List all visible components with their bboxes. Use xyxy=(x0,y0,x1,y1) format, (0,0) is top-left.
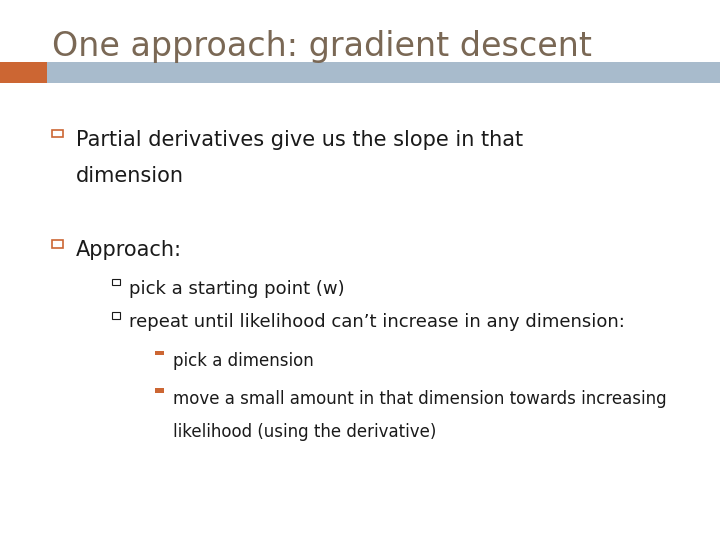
Text: pick a dimension: pick a dimension xyxy=(173,352,313,370)
Text: One approach: gradient descent: One approach: gradient descent xyxy=(52,30,592,63)
Bar xyxy=(52,130,63,137)
Text: likelihood (using the derivative): likelihood (using the derivative) xyxy=(173,423,436,441)
Text: move a small amount in that dimension towards increasing: move a small amount in that dimension to… xyxy=(173,390,667,408)
Bar xyxy=(47,62,720,83)
Text: Approach:: Approach: xyxy=(76,240,182,260)
Text: repeat until likelihood can’t increase in any dimension:: repeat until likelihood can’t increase i… xyxy=(129,313,625,331)
Text: pick a starting point (w): pick a starting point (w) xyxy=(129,280,344,298)
Bar xyxy=(52,240,63,248)
Bar xyxy=(112,279,120,286)
Text: dimension: dimension xyxy=(76,166,184,186)
Text: Partial derivatives give us the slope in that: Partial derivatives give us the slope in… xyxy=(76,130,523,150)
Bar xyxy=(112,312,120,319)
Bar xyxy=(0,62,47,83)
Bar xyxy=(155,350,164,355)
Bar xyxy=(155,388,164,393)
